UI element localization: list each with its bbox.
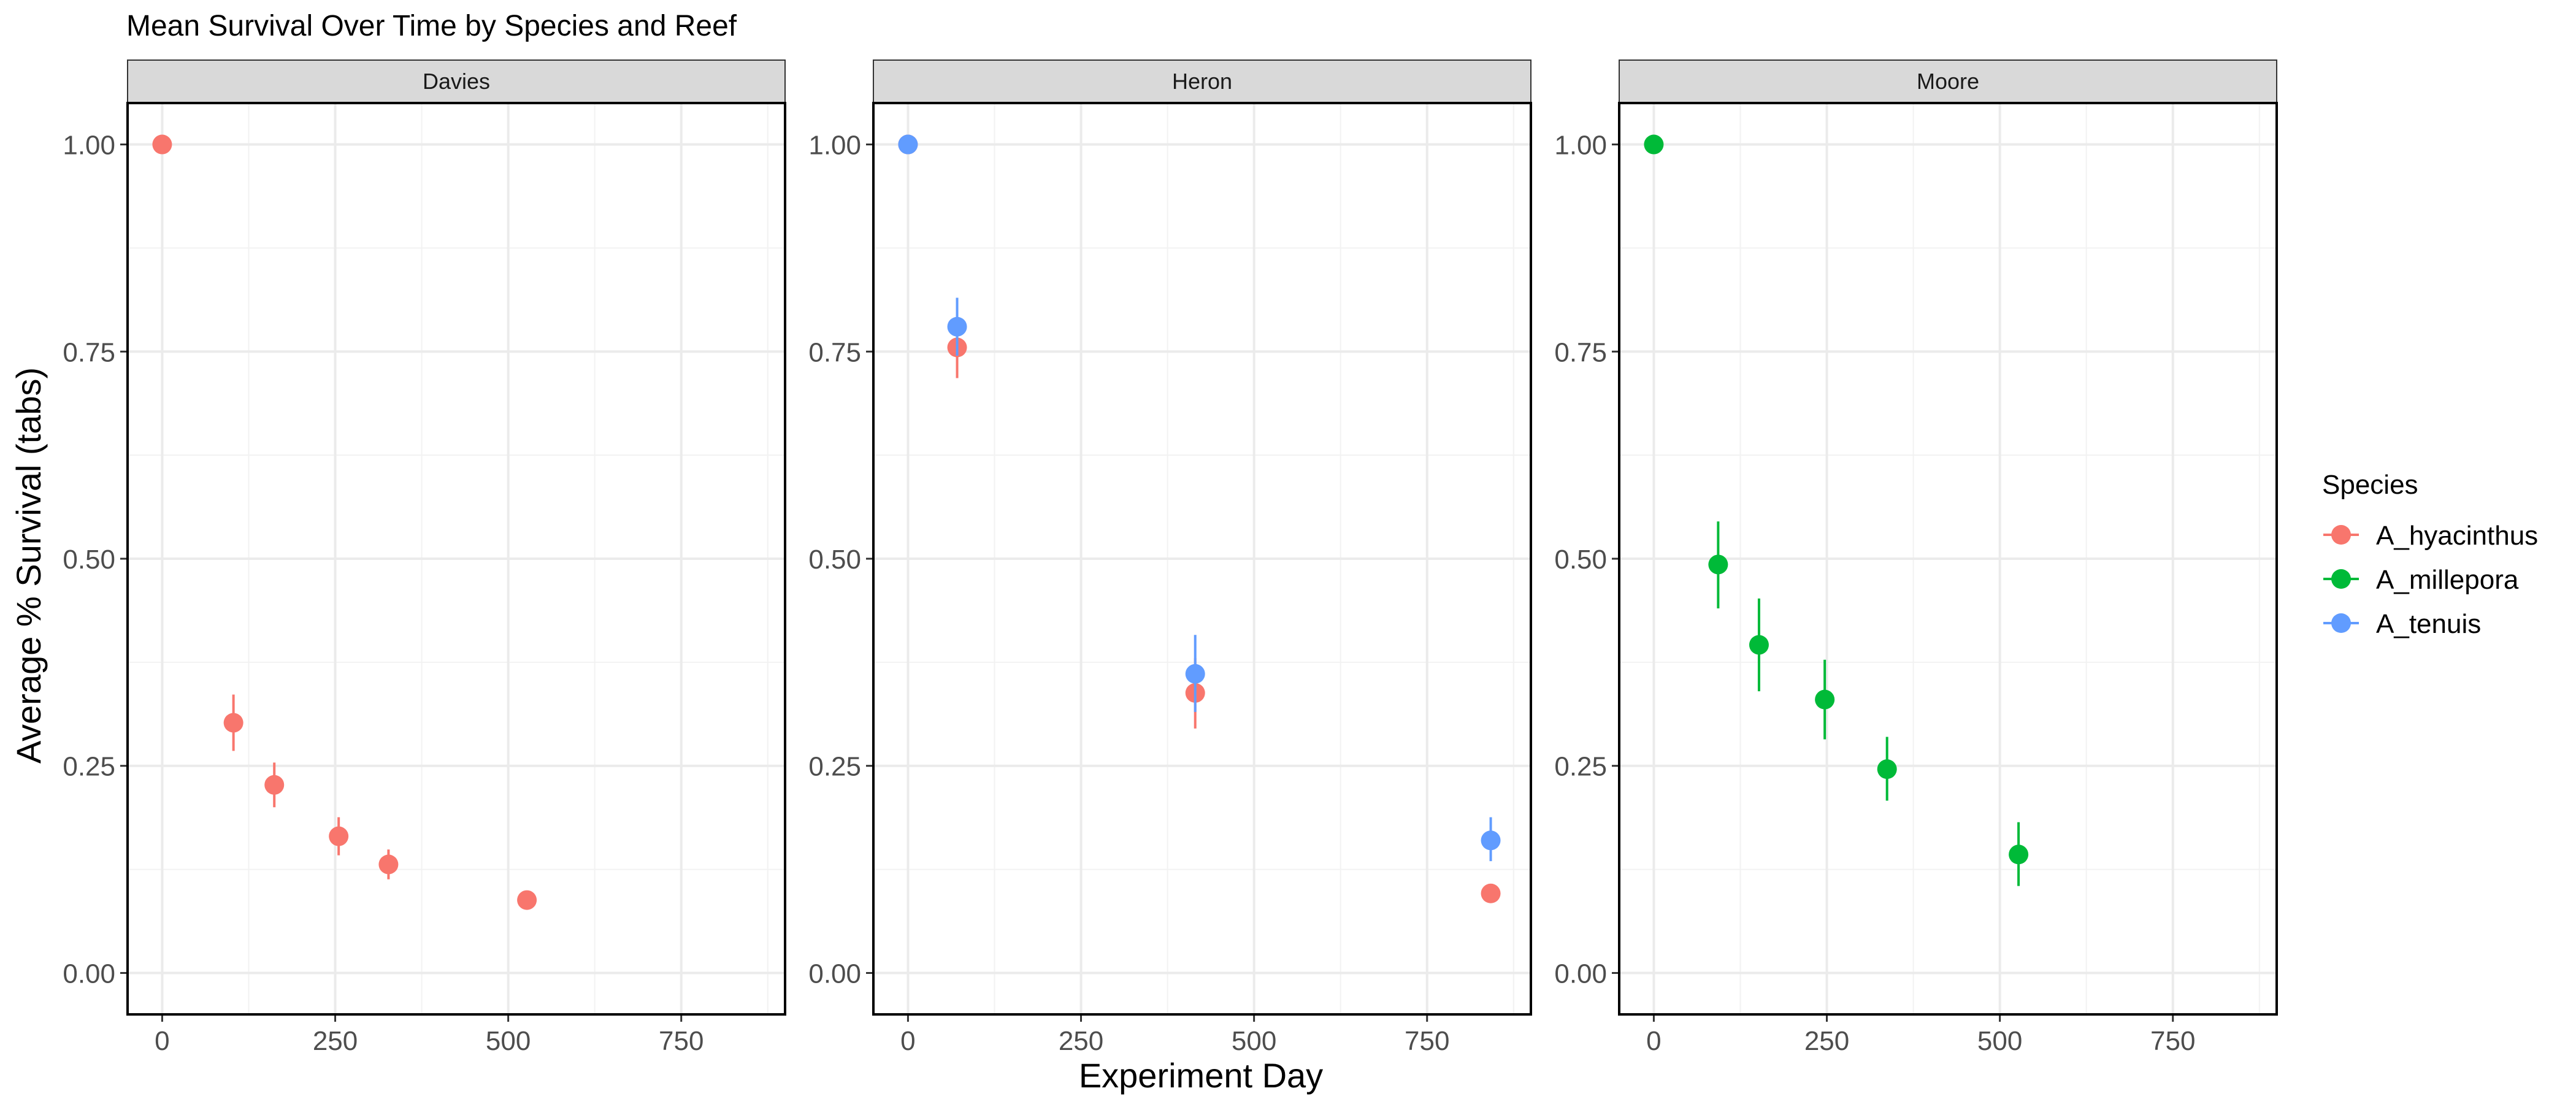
x-tick-label: 750 [659,1026,703,1056]
data-point [1481,830,1501,851]
data-point [378,854,399,875]
data-point [1644,134,1664,155]
x-tick-label: 750 [1405,1026,1449,1056]
x-tick-label: 500 [1232,1026,1276,1056]
legend-key-point [2331,613,2351,633]
x-axis-title: Experiment Day [1079,1056,1323,1095]
y-tick-label: 1.00 [63,131,115,161]
data-point [2009,845,2029,865]
data-point [264,775,285,795]
y-tick-label: 0.25 [1554,752,1607,782]
x-tick-label: 250 [1059,1026,1103,1056]
legend-label: A_tenuis [2376,609,2481,639]
facet-strip-label: Moore [1917,69,1979,94]
data-point [1877,759,1897,779]
data-point [1815,689,1835,710]
facet-panel-davies: Davies 0.00 0.25 0.50 0.75 1.00 0 250 500 750 [63,59,786,1056]
facet-strip [873,59,1531,104]
y-tick-label: 0.25 [808,752,861,782]
y-tick-label: 0.00 [808,959,861,989]
y-tick-label: 0.00 [63,959,115,989]
x-tick-label: 0 [900,1026,915,1056]
x-tick-label: 750 [2150,1026,2195,1056]
x-tick-label: 500 [1977,1026,2022,1056]
data-point [517,890,537,910]
data-point [947,316,967,337]
data-point [1185,664,1205,684]
legend-label: A_millepora [2376,565,2519,595]
series-a-hyacinthus [152,134,537,910]
panel-border [1618,102,2278,1016]
y-axis-title: Average % Survival (tabs) [9,367,48,764]
data-point [898,134,918,155]
legend-key-point [2331,569,2351,589]
y-tick-label: 0.00 [1554,959,1607,989]
x-tick-label: 250 [1804,1026,1849,1056]
legend-item-a-millepora: A_millepora [2323,565,2519,595]
y-tick-label: 0.75 [1554,337,1607,367]
legend: Species A_hyacinthus A_millepora A_tenuis [2322,470,2538,639]
y-tick-label: 0.50 [63,545,115,575]
x-tick-label: 500 [486,1026,531,1056]
series-a-tenuis [898,134,1501,862]
data-point [329,826,349,846]
data-point [223,713,243,733]
y-tick-label: 0.50 [1554,545,1607,575]
y-tick-label: 1.00 [1554,131,1607,161]
x-tick-label: 0 [155,1026,169,1056]
legend-item-a-hyacinthus: A_hyacinthus [2323,521,2538,551]
chart-title: Mean Survival Over Time by Species and R… [126,10,737,42]
facet-strip-label: Heron [1172,69,1232,94]
data-point [1708,554,1728,575]
data-point [1749,635,1769,655]
facet-panel-heron: Heron 0.00 0.25 0.50 0.75 1.00 0 250 500 750 [808,59,1532,1056]
y-tick-label: 0.25 [63,752,115,782]
legend-item-a-tenuis: A_tenuis [2323,609,2481,639]
legend-key-point [2331,525,2351,545]
facet-strip [127,59,786,104]
y-tick-label: 0.50 [808,545,861,575]
y-tick-label: 1.00 [808,131,861,161]
panel-border [872,102,1532,1016]
data-point [1481,883,1501,903]
legend-label: A_hyacinthus [2376,521,2538,551]
facet-strip-label: Davies [423,69,490,94]
facet-panel-moore: Moore 0.00 0.25 0.50 0.75 1.00 0 250 500 750 [1554,59,2278,1056]
x-tick-label: 250 [313,1026,358,1056]
y-tick-label: 0.75 [808,337,861,367]
legend-title: Species [2322,470,2418,500]
series-a-millepora [1644,134,2029,886]
x-tick-label: 0 [1646,1026,1661,1056]
y-tick-label: 0.75 [63,337,115,367]
panel-border [126,102,786,1016]
data-point [152,134,172,155]
